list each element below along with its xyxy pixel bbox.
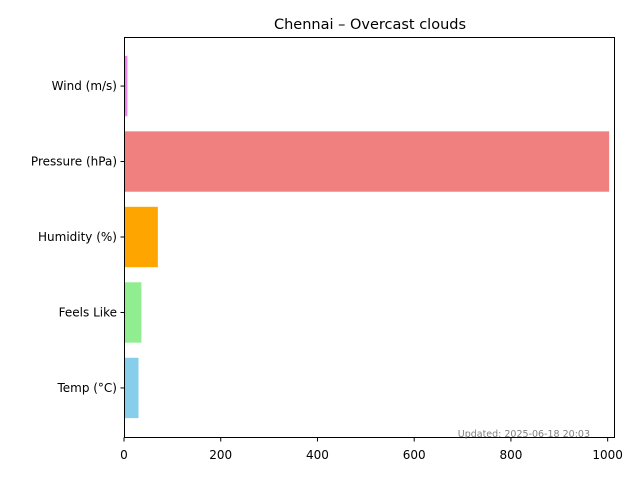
x-tick-label-4: 800: [499, 448, 522, 462]
bar-1: [124, 282, 142, 343]
y-tick-label-2: Humidity (%): [38, 230, 117, 244]
bar-0: [124, 357, 139, 419]
bar-2: [124, 206, 158, 268]
bar-4: [124, 55, 128, 117]
y-tick-label-4: Wind (m/s): [52, 79, 117, 93]
chart-title: Chennai – Overcast clouds: [274, 17, 466, 33]
updated-annotation: Updated: 2025-06-18 20:03: [458, 429, 590, 440]
plot-frame: [124, 37, 615, 438]
x-tick-label-1: 200: [209, 448, 232, 462]
y-tick-label-1: Feels Like: [59, 305, 117, 319]
x-tick-label-5: 1000: [592, 448, 623, 462]
x-tick-label-3: 600: [403, 448, 426, 462]
x-tick-label-2: 400: [306, 448, 329, 462]
bar-3: [124, 131, 610, 192]
y-tick-label-0: Temp (°C): [56, 381, 117, 395]
x-tick-label-0: 0: [120, 448, 128, 462]
y-axis: Temp (°C) Feels Like Humidity (%) Pressure …: [31, 79, 125, 395]
bars-group: [124, 55, 610, 419]
y-tick-label-3: Pressure (hPa): [31, 155, 117, 169]
x-axis: 0 200 400 600 800 1000: [120, 437, 623, 462]
